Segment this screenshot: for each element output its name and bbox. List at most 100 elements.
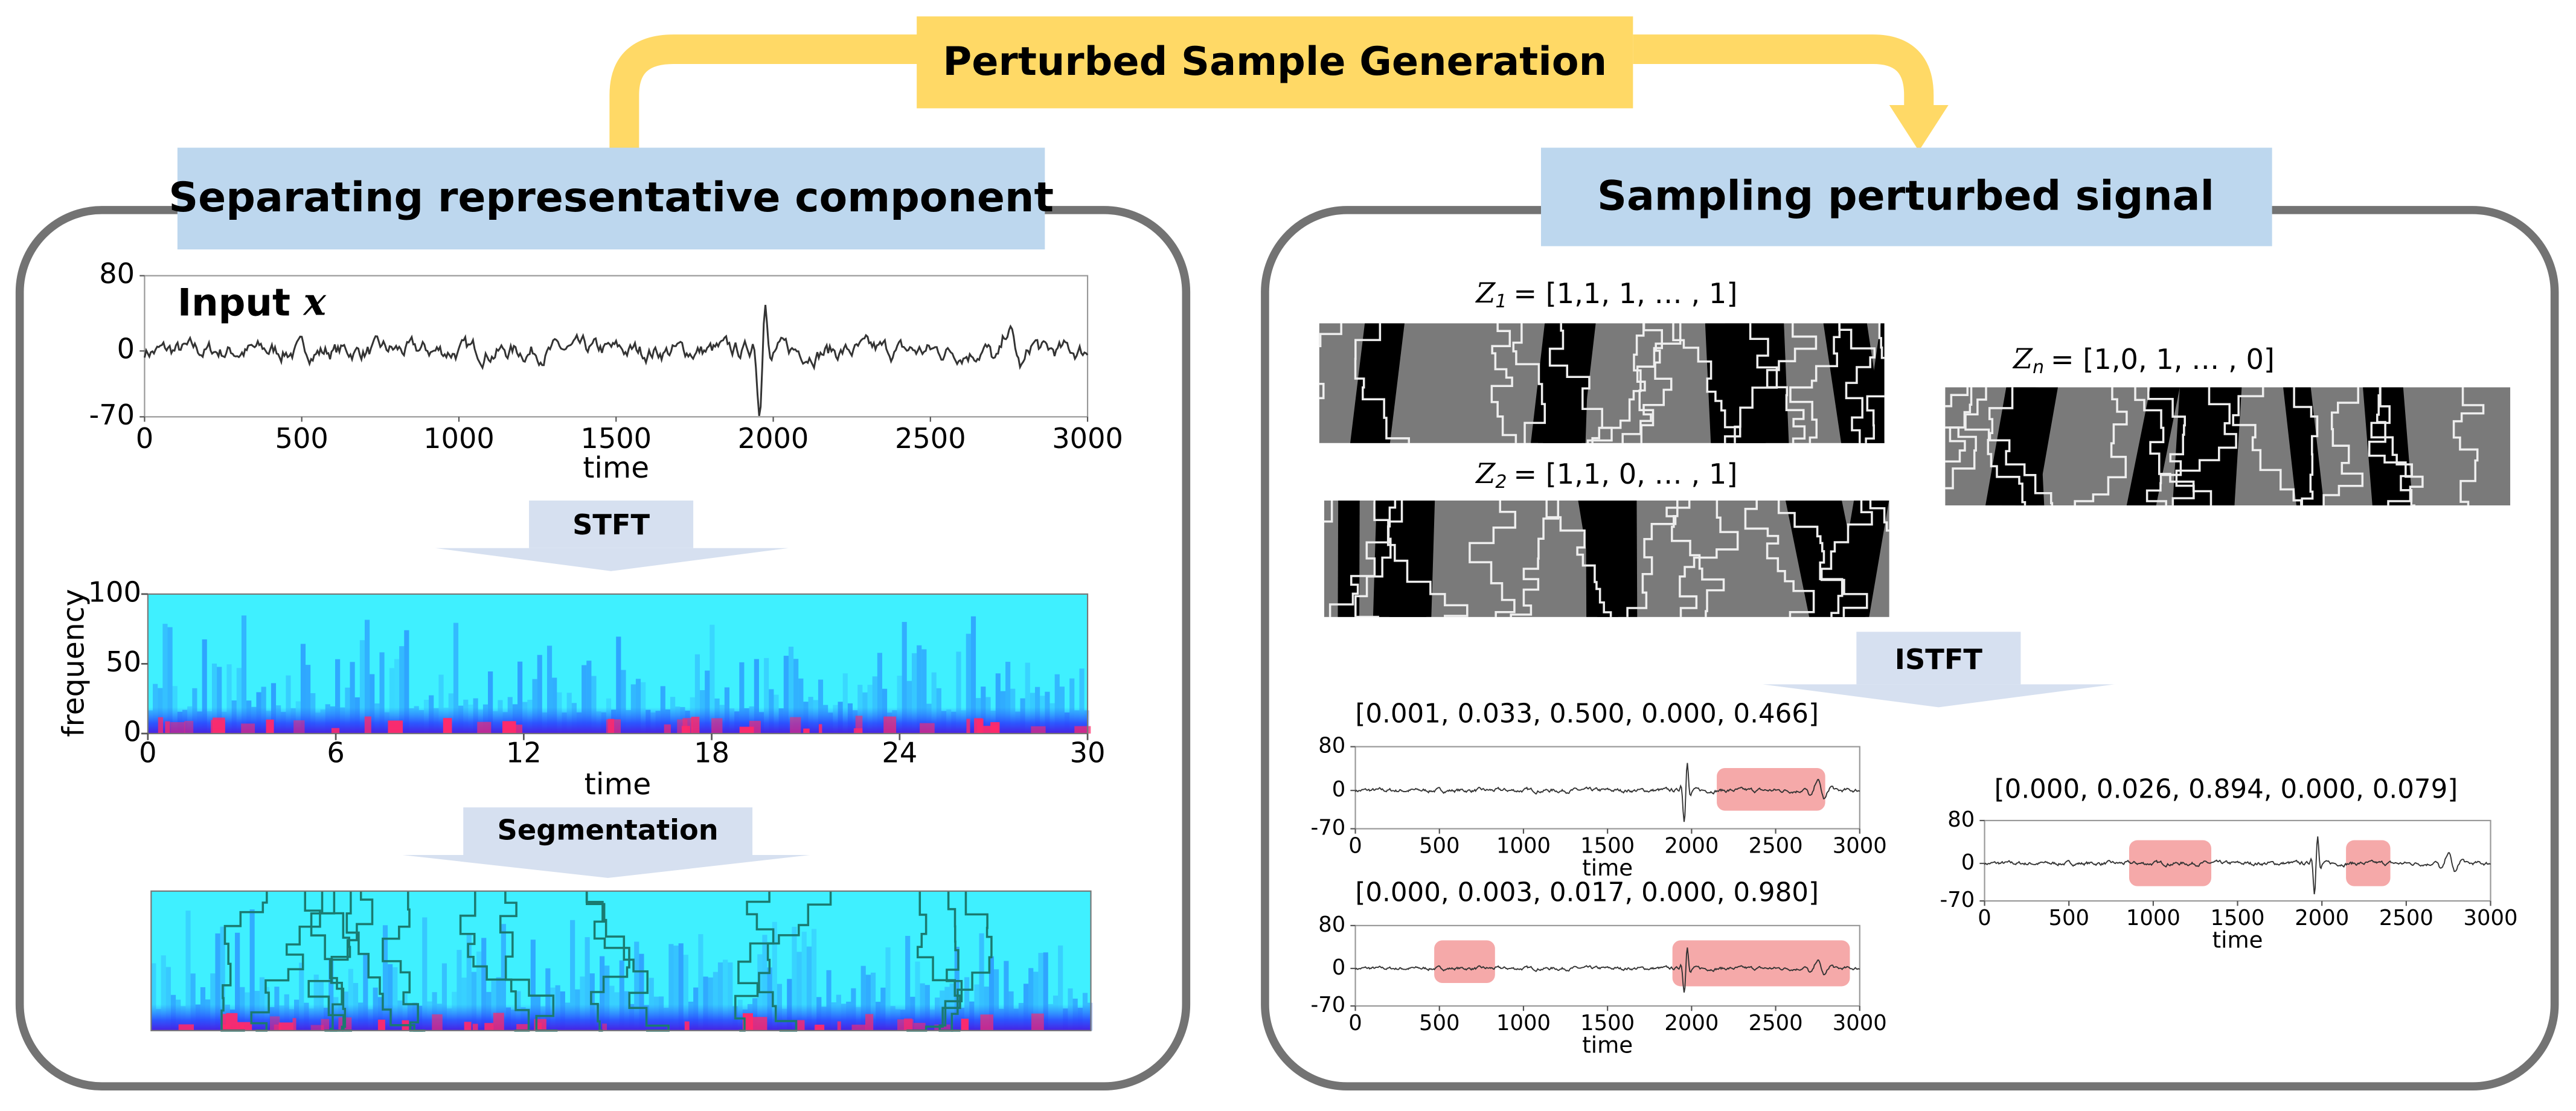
segment-boundary — [758, 891, 832, 1032]
highlight — [1717, 767, 1825, 811]
x-tick-label: 1500 — [2211, 906, 2265, 930]
spectrogram-stripe — [877, 653, 882, 734]
spectrogram-stripe — [392, 967, 398, 1031]
energy-spot — [711, 718, 723, 734]
energy-spot — [865, 1014, 874, 1031]
spectrogram — [147, 593, 1091, 734]
spectrogram-stripe — [335, 659, 341, 734]
energy-spot — [815, 1024, 825, 1031]
energy-spot — [883, 716, 897, 734]
spectrogram-stripe — [713, 972, 718, 1031]
highlight — [1434, 940, 1495, 984]
spectrogram-stripe — [328, 958, 334, 1031]
spectrogram-stripe — [870, 972, 876, 1031]
energy-spot — [493, 1013, 504, 1031]
panel-title-box — [177, 147, 1045, 250]
spectrogram-stripe — [236, 668, 242, 734]
energy-spot — [516, 1024, 528, 1031]
spectrogram-stripe — [793, 659, 799, 734]
energy-spot — [240, 1024, 245, 1031]
segment-boundary — [1490, 323, 1517, 443]
mask-label: Z2 = [1,1, 0, … , 1] — [1475, 457, 1737, 492]
energy-spot — [982, 726, 999, 734]
segmented-spectrogram — [150, 890, 1093, 1032]
spectrogram-stripe — [635, 679, 641, 734]
y-tick-label: -70 — [1940, 888, 1975, 912]
x-tick-label: 1000 — [1496, 1011, 1551, 1036]
segment-boundary — [1512, 323, 1546, 443]
energy-spot — [855, 716, 863, 734]
spectrogram-stripe — [388, 964, 393, 1031]
spectrogram-stripe — [668, 944, 674, 1031]
energy-spot — [966, 719, 970, 734]
x-tick-label: 0 — [1348, 834, 1362, 859]
segment-boundary — [1386, 500, 1469, 617]
weights-label: [0.001, 0.033, 0.500, 0.000, 0.466] — [1355, 699, 1819, 729]
arrow-head — [1763, 684, 2115, 708]
segment-boundary — [2368, 387, 2424, 506]
energy-spot — [664, 724, 671, 734]
spectrogram-stripe — [703, 976, 708, 1031]
segment-boundary — [1838, 323, 1876, 443]
spectrogram-stripe — [249, 909, 255, 1031]
energy-spot — [377, 1019, 385, 1031]
energy-spot — [797, 1020, 805, 1031]
spectrogram-stripe — [546, 645, 553, 734]
spectrogram-stripe — [739, 662, 745, 734]
energy-spot — [751, 1017, 767, 1031]
mask-image — [1945, 387, 2511, 506]
mask-image — [1319, 323, 1885, 443]
panel-title: Separating representative component — [168, 174, 1054, 222]
segment-boundary — [2322, 387, 2364, 506]
energy-spot — [513, 725, 522, 734]
masked-segment — [2172, 387, 2242, 506]
x-tick-label: 2500 — [1749, 1011, 1803, 1036]
spectrogram-stripe — [350, 662, 355, 734]
spectrogram-stripe — [1028, 968, 1034, 1031]
segment-boundary — [586, 891, 630, 1032]
spectrogram-stripe — [902, 622, 907, 734]
spectrogram-stripe — [710, 624, 715, 734]
energy-spot — [266, 719, 274, 734]
flow-arrow — [609, 34, 920, 152]
segment-boundary — [1766, 323, 1818, 443]
segment-boundary — [1672, 323, 1741, 443]
y-tick-label: -70 — [1310, 993, 1345, 1017]
arrow-label: Segmentation — [498, 813, 719, 846]
x-tick-label: 3000 — [1052, 422, 1123, 455]
energy-spot — [443, 718, 452, 734]
spectrogram-stripe — [911, 653, 917, 734]
arrow-label: ISTFT — [1895, 643, 1983, 676]
x-tick-label: 2000 — [1664, 1011, 1719, 1036]
spectrogram-stripe — [995, 673, 1001, 734]
spectrogram-stripe — [190, 973, 196, 1031]
x-tick-label: 3000 — [2464, 906, 2518, 930]
spectrogram-stripe — [501, 924, 506, 1031]
segment-boundary — [345, 891, 423, 1032]
x-tick-label: 6 — [327, 737, 344, 769]
spectrogram-stripe — [694, 654, 700, 734]
spectrogram-stripe — [806, 946, 812, 1031]
spectrogram-stripe — [313, 975, 319, 1031]
segment-boundary — [2293, 387, 2319, 506]
spectrogram-stripe — [537, 655, 542, 734]
segment-boundary — [1820, 500, 1873, 617]
spectrogram-stripe — [798, 678, 804, 734]
x-axis-label: time — [1582, 855, 1633, 881]
spectrogram-stripe — [394, 659, 400, 734]
spectrogram-stripe — [530, 940, 536, 1031]
segment-boundary — [2232, 387, 2302, 506]
energy-spot — [274, 1024, 281, 1031]
energy-spot — [837, 1021, 841, 1031]
segment-boundary — [1354, 323, 1411, 443]
spectrogram-stripe — [286, 675, 291, 734]
spectrogram-stripe — [496, 977, 501, 1031]
plot-frame — [150, 890, 1092, 1031]
weights-label: [0.000, 0.003, 0.017, 0.000, 0.980] — [1355, 878, 1819, 908]
x-tick-label: 0 — [1978, 906, 1991, 930]
spectrogram-stripe — [723, 959, 728, 1031]
spectrogram-stripe — [215, 933, 220, 1031]
energy-spot — [851, 1025, 866, 1031]
spectrogram-stripe — [994, 969, 999, 1031]
spectrogram-stripe — [481, 938, 487, 1031]
